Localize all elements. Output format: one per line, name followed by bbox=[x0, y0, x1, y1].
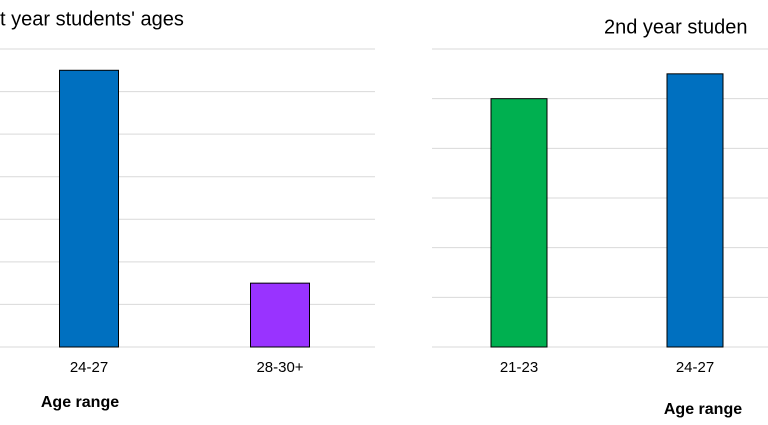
bar bbox=[666, 73, 724, 348]
x-tick-label: 24-27 bbox=[70, 359, 108, 376]
x-axis-label: Age range bbox=[41, 394, 119, 411]
chart-title: 2nd year studen bbox=[604, 16, 747, 38]
x-axis-label: Age range bbox=[664, 401, 742, 418]
bar bbox=[490, 98, 548, 348]
x-tick-label: 21-23 bbox=[500, 359, 538, 376]
bar bbox=[250, 282, 310, 348]
bar bbox=[59, 69, 119, 348]
x-tick-label: 24-27 bbox=[676, 359, 714, 376]
x-tick-label: 28-30+ bbox=[256, 359, 303, 376]
chart-title: t year students' ages bbox=[0, 8, 184, 30]
